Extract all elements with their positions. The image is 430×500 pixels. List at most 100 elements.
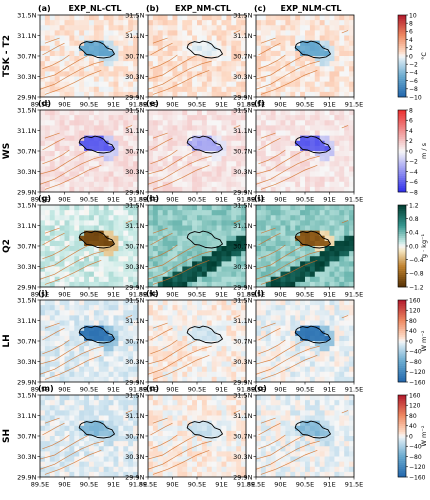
grid-cell — [163, 20, 168, 26]
grid-cell — [114, 367, 119, 373]
grid-cell — [104, 277, 109, 283]
grid-cell — [177, 321, 182, 327]
grid-cell — [339, 362, 344, 368]
grid-cell — [187, 462, 192, 468]
grid-cell — [89, 310, 94, 316]
colorbar-segment — [398, 161, 406, 163]
grid-cell — [222, 351, 227, 357]
grid-cell — [182, 351, 187, 357]
grid-cell — [290, 20, 295, 26]
grid-cell — [197, 82, 202, 88]
grid-cell — [231, 277, 236, 283]
grid-cell — [79, 187, 84, 193]
grid-cell — [330, 261, 335, 267]
grid-cell — [177, 467, 182, 473]
grid-cell — [177, 400, 182, 406]
grid-cell — [118, 251, 123, 257]
grid-cell — [84, 25, 89, 31]
grid-cell — [104, 226, 109, 232]
grid-cell — [315, 172, 320, 178]
grid-cell — [256, 315, 261, 321]
grid-cell — [182, 346, 187, 352]
grid-cell — [94, 220, 99, 226]
grid-cell — [339, 210, 344, 216]
grid-cell — [295, 61, 300, 67]
grid-cell — [231, 182, 236, 188]
grid-cell — [173, 25, 178, 31]
grid-cell — [276, 46, 281, 52]
grid-cell — [89, 462, 94, 468]
grid-cell — [118, 356, 123, 362]
grid-cell — [315, 92, 320, 98]
grid-cell — [226, 236, 231, 242]
grid-cell — [266, 25, 271, 31]
colorbar-segment — [398, 54, 406, 56]
grid-cell — [330, 182, 335, 188]
grid-cell — [330, 25, 335, 31]
grid-cell — [320, 282, 325, 288]
grid-cell — [202, 241, 207, 247]
grid-cell — [74, 351, 79, 357]
grid-cell — [69, 131, 74, 137]
y-tick-label: 30.3N — [125, 168, 144, 176]
colorbar-segment — [398, 269, 406, 271]
grid-cell — [45, 426, 50, 432]
grid-cell — [217, 220, 222, 226]
grid-cell — [45, 205, 50, 211]
grid-cell — [128, 331, 133, 337]
grid-cell — [104, 321, 109, 327]
colorbar-segment — [398, 333, 406, 335]
grid-cell — [236, 277, 241, 283]
grid-cell — [222, 326, 227, 332]
grid-cell — [114, 377, 119, 383]
grid-cell — [123, 400, 128, 406]
grid-cell — [182, 277, 187, 283]
grid-cell — [163, 136, 168, 142]
grid-cell — [173, 15, 178, 21]
grid-cell — [55, 146, 60, 152]
grid-cell — [222, 87, 227, 93]
grid-cell — [84, 367, 89, 373]
grid-cell — [315, 20, 320, 26]
grid-cell — [226, 231, 231, 237]
heatmap-field — [148, 15, 246, 97]
grid-cell — [60, 51, 65, 57]
grid-cell — [99, 426, 104, 432]
grid-cell — [339, 305, 344, 311]
x-tick-label: 91E — [107, 101, 119, 109]
grid-cell — [276, 125, 281, 131]
grid-cell — [168, 241, 173, 247]
x-tick-label: 90E — [58, 481, 70, 489]
grid-cell — [89, 426, 94, 432]
grid-cell — [99, 246, 104, 252]
grid-cell — [99, 367, 104, 373]
grid-cell — [334, 141, 339, 147]
colorbar-segment — [398, 52, 406, 54]
grid-cell — [182, 156, 187, 162]
grid-cell — [281, 92, 286, 98]
grid-cell — [226, 220, 231, 226]
grid-cell — [192, 472, 197, 478]
grid-cell — [45, 156, 50, 162]
grid-cell — [266, 120, 271, 126]
grid-cell — [153, 151, 158, 157]
grid-cell — [334, 251, 339, 257]
grid-cell — [79, 272, 84, 278]
grid-cell — [344, 256, 349, 262]
grid-cell — [153, 30, 158, 36]
grid-cell — [295, 215, 300, 221]
grid-cell — [109, 172, 114, 178]
x-tick-label: 90E — [274, 291, 286, 299]
grid-cell — [60, 282, 65, 288]
grid-cell — [339, 336, 344, 342]
grid-cell — [310, 92, 315, 98]
grid-cell — [339, 41, 344, 47]
grid-cell — [266, 362, 271, 368]
grid-cell — [128, 441, 133, 447]
grid-cell — [226, 182, 231, 188]
grid-cell — [285, 172, 290, 178]
grid-cell — [50, 66, 55, 72]
grid-cell — [109, 441, 114, 447]
grid-cell — [177, 310, 182, 316]
grid-cell — [114, 166, 119, 172]
